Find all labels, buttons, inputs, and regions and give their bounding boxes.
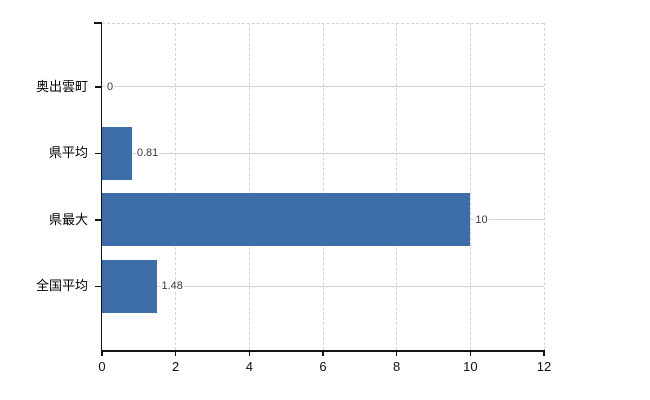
x-tick-label: 4 (245, 359, 253, 374)
category-label: 奥出雲町 (35, 78, 88, 94)
v-gridline (322, 23, 324, 350)
x-tick-label: 2 (172, 359, 180, 374)
y-axis-line (100, 22, 102, 351)
x-axis-tick (469, 350, 472, 356)
category-label: 県最大 (48, 211, 88, 227)
v-gridline (543, 23, 545, 350)
y-axis-tick (95, 285, 102, 287)
v-gridline (248, 23, 250, 350)
plot-top-border (102, 23, 544, 24)
bar-value-label: 0 (106, 80, 115, 93)
bar-全国平均 (102, 259, 157, 313)
category-label: 全国平均 (35, 278, 88, 294)
v-gridline (175, 23, 177, 350)
y-axis-top-tick (94, 22, 102, 24)
x-axis-tick (248, 350, 251, 356)
v-gridline (396, 23, 398, 350)
x-tick-label: 6 (319, 359, 327, 374)
x-tick-label: 8 (393, 359, 401, 374)
x-tick-label: 12 (536, 359, 552, 374)
bar-value-label: 0.81 (135, 147, 160, 160)
x-axis-tick (543, 350, 545, 356)
x-axis-tick (322, 350, 324, 356)
x-axis-tick (101, 350, 103, 356)
x-tick-label: 0 (98, 359, 106, 374)
x-axis-tick (395, 350, 398, 356)
y-axis-tick (95, 86, 102, 88)
x-axis-tick (174, 350, 177, 356)
bar-県最大 (102, 193, 471, 247)
category-label: 県平均 (48, 145, 88, 161)
bar-value-label: 10 (474, 213, 489, 226)
y-axis-tick (95, 219, 102, 221)
bar-県平均 (102, 126, 132, 180)
bar-value-label: 1.48 (160, 280, 184, 293)
x-tick-label: 10 (463, 359, 478, 374)
x-axis-line (100, 350, 544, 352)
y-axis-tick (95, 152, 102, 154)
v-gridline (469, 23, 471, 350)
